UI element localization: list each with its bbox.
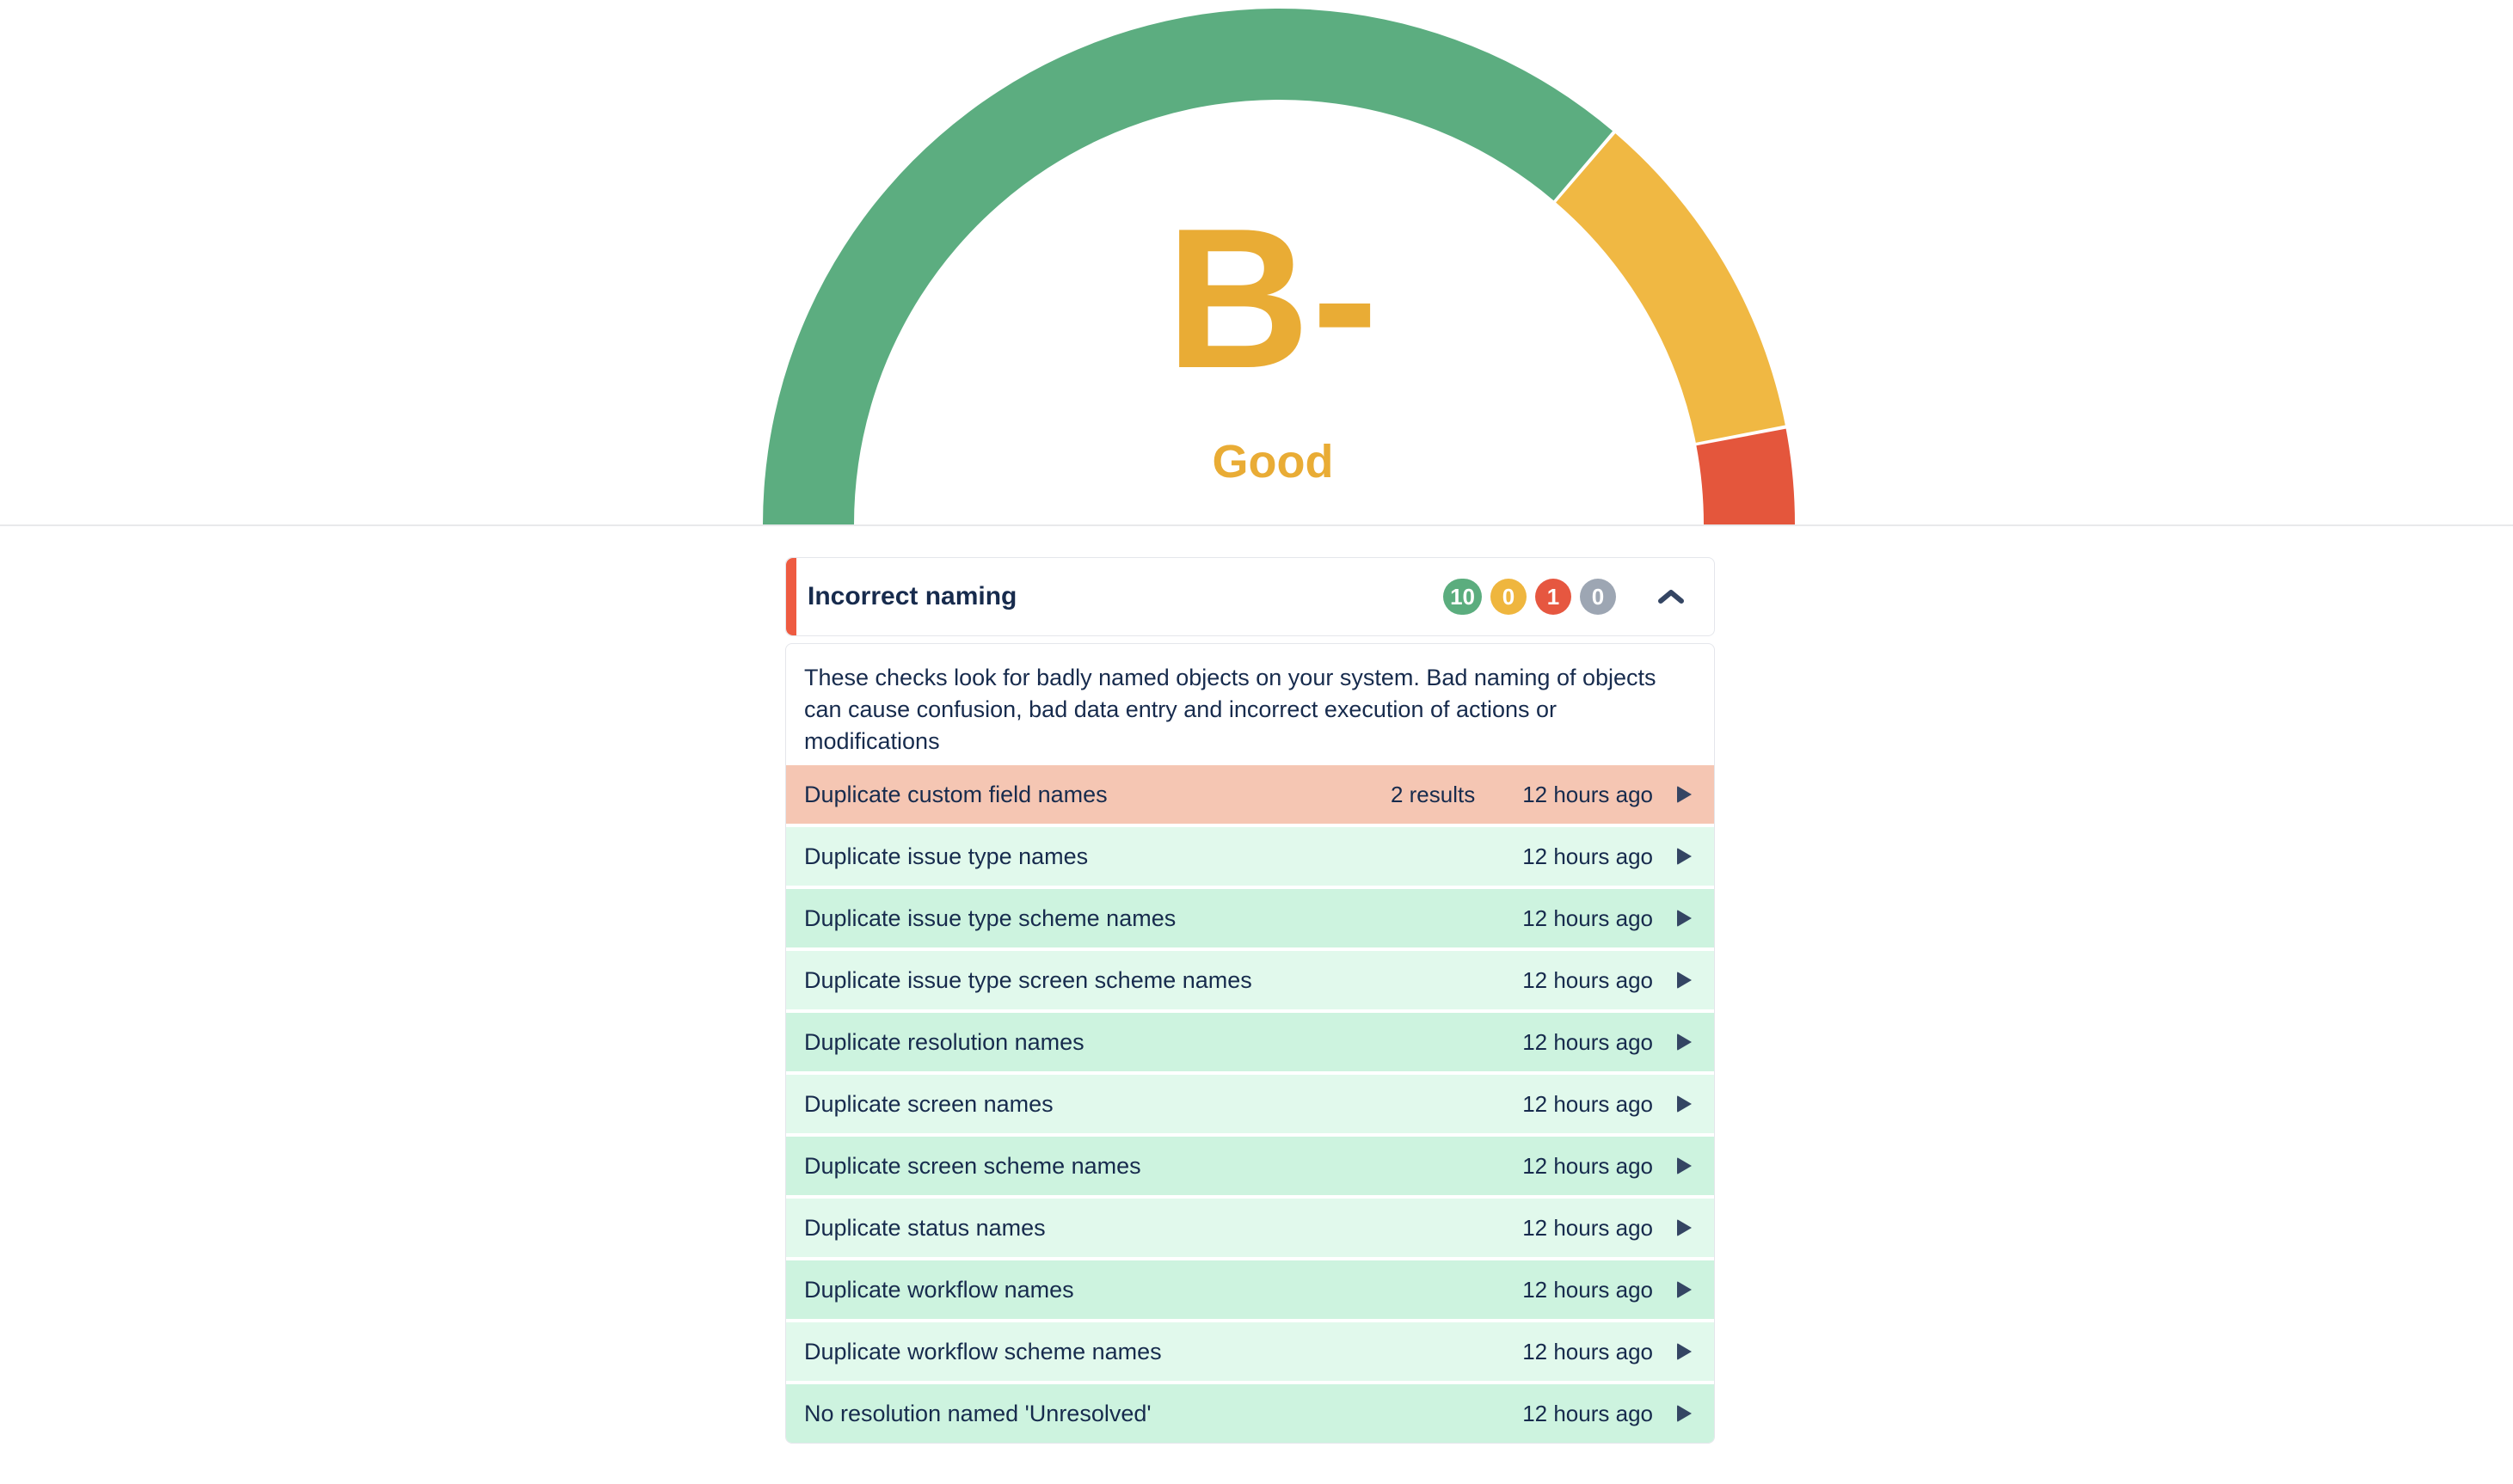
check-name: Duplicate screen names: [804, 1090, 1054, 1117]
check-category-card: Incorrect naming 10 0 1 0 These checks look…: [785, 557, 1715, 1444]
check-name: Duplicate issue type screen scheme names: [804, 966, 1252, 993]
gauge-segment-yellow: [1556, 133, 1785, 443]
badge-failed-count: 1: [1535, 579, 1571, 615]
gauge-arc: [763, 8, 1795, 524]
check-timestamp: 12 hours ago: [1522, 1028, 1653, 1055]
run-check-icon[interactable]: [1677, 1343, 1692, 1360]
check-row[interactable]: Duplicate workflow names 12 hours ago: [786, 1260, 1714, 1319]
header-right-group: 10 0 1 0: [1443, 579, 1685, 615]
result-count: 2 results: [1390, 781, 1476, 807]
gauge-grade: B-: [1165, 187, 1380, 410]
chevron-up-icon[interactable]: [1657, 589, 1685, 604]
check-name: Duplicate custom field names: [804, 781, 1108, 807]
run-check-icon[interactable]: [1677, 910, 1692, 927]
check-list: Duplicate custom field names 2 results 1…: [786, 765, 1714, 1443]
check-name: Duplicate screen scheme names: [804, 1152, 1141, 1179]
check-timestamp: 12 hours ago: [1522, 1400, 1653, 1426]
check-timestamp: 12 hours ago: [1522, 1276, 1653, 1303]
check-row[interactable]: Duplicate screen scheme names 12 hours a…: [786, 1137, 1714, 1195]
check-row[interactable]: Duplicate screen names 12 hours ago: [786, 1075, 1714, 1133]
check-name: Duplicate resolution names: [804, 1028, 1084, 1055]
check-row[interactable]: Duplicate resolution names 12 hours ago: [786, 1013, 1714, 1071]
gauge-grade-label: Good: [1212, 436, 1334, 488]
check-row[interactable]: Duplicate custom field names 2 results 1…: [786, 765, 1714, 824]
category-header[interactable]: Incorrect naming 10 0 1 0: [785, 557, 1715, 636]
check-timestamp: 12 hours ago: [1522, 843, 1653, 869]
check-row[interactable]: Duplicate status names 12 hours ago: [786, 1199, 1714, 1257]
run-check-icon[interactable]: [1677, 1157, 1692, 1174]
category-accent-bar: [786, 558, 796, 635]
run-check-icon[interactable]: [1677, 1281, 1692, 1298]
check-name: Duplicate workflow scheme names: [804, 1338, 1162, 1364]
category-body: These checks look for badly named object…: [785, 643, 1715, 1444]
gauge-segment-green: [763, 8, 1613, 524]
run-check-icon[interactable]: [1677, 1219, 1692, 1236]
check-name: Duplicate workflow names: [804, 1276, 1074, 1303]
check-name: Duplicate issue type scheme names: [804, 905, 1177, 931]
run-check-icon[interactable]: [1677, 1405, 1692, 1422]
run-check-icon[interactable]: [1677, 972, 1692, 989]
category-description: These checks look for badly named object…: [804, 665, 1656, 754]
gauge-segment-red: [1696, 428, 1795, 524]
category-title: Incorrect naming: [808, 582, 1017, 610]
status-badges: 10 0 1 0: [1443, 579, 1616, 615]
check-name: Duplicate status names: [804, 1214, 1046, 1241]
check-row[interactable]: Duplicate workflow scheme names 12 hours…: [786, 1322, 1714, 1381]
check-row[interactable]: Duplicate issue type screen scheme names…: [786, 951, 1714, 1009]
run-check-icon[interactable]: [1677, 848, 1692, 865]
check-timestamp: 12 hours ago: [1522, 781, 1653, 807]
check-row[interactable]: Duplicate issue type scheme names 12 hou…: [786, 889, 1714, 947]
check-timestamp: 12 hours ago: [1522, 905, 1653, 931]
check-name: No resolution named 'Unresolved': [804, 1400, 1152, 1426]
badge-warning-count: 0: [1490, 579, 1527, 615]
check-row[interactable]: No resolution named 'Unresolved' 12 hour…: [786, 1384, 1714, 1443]
check-name: Duplicate issue type names: [804, 843, 1089, 869]
badge-passed-count: 10: [1443, 579, 1482, 615]
score-gauge: B- Good: [0, 0, 2513, 526]
check-timestamp: 12 hours ago: [1522, 1090, 1653, 1117]
badge-disabled-count: 0: [1580, 579, 1616, 615]
check-timestamp: 12 hours ago: [1522, 1338, 1653, 1364]
run-check-icon[interactable]: [1677, 1033, 1692, 1051]
check-timestamp: 12 hours ago: [1522, 1214, 1653, 1241]
run-check-icon[interactable]: [1677, 786, 1692, 803]
run-check-icon[interactable]: [1677, 1095, 1692, 1113]
check-row[interactable]: Duplicate issue type names 12 hours ago: [786, 827, 1714, 886]
check-timestamp: 12 hours ago: [1522, 966, 1653, 993]
check-timestamp: 12 hours ago: [1522, 1152, 1653, 1179]
